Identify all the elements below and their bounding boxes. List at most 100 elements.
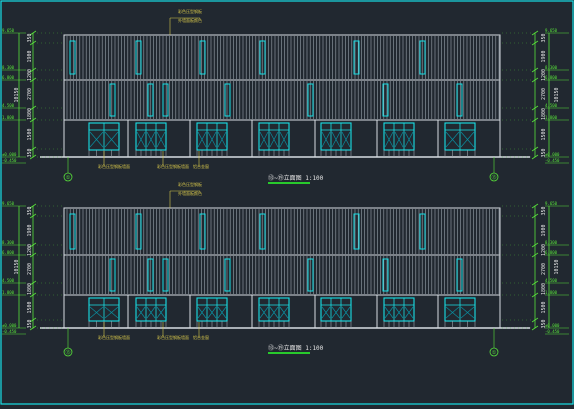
window-cross (394, 306, 404, 319)
window-cross (146, 131, 156, 148)
window-group (258, 122, 290, 157)
level-text: -0.450 (545, 158, 560, 163)
dimension-text: 1200 (541, 69, 547, 81)
dimension-text: 350 (541, 33, 547, 42)
base-wall (63, 119, 501, 158)
window-cross (207, 131, 217, 148)
window-cross (89, 131, 104, 148)
axis-circle (63, 347, 73, 357)
window-cross (445, 131, 460, 148)
window-frame (258, 122, 290, 151)
dimension-text: 350 (541, 148, 547, 157)
dimension-text: 350 (27, 319, 33, 328)
high-window (199, 213, 206, 250)
view-title-text: ⑬~⑲立面图 1:100 (268, 344, 324, 352)
level-text: ±0.000 (2, 152, 17, 157)
high-window (419, 40, 426, 75)
axis-label: ⑬ (65, 349, 70, 356)
level-text: 6.800 (2, 250, 15, 255)
window-group (196, 122, 228, 157)
total-dimension-text: 10150 (554, 87, 560, 102)
bottom-note: 彩色压型钢板墙面 (98, 322, 130, 340)
window-cross (156, 131, 166, 148)
window-group (320, 122, 352, 157)
level-text: ±0.000 (545, 152, 560, 157)
axis-label: ① (66, 175, 71, 181)
level-text: 8.300 (545, 240, 558, 245)
window-group (444, 297, 476, 328)
window-cross (341, 306, 351, 319)
high-window (259, 213, 266, 250)
window-group (258, 297, 290, 328)
level-text: -0.450 (2, 329, 17, 334)
level-text: 1.800 (545, 115, 558, 120)
dimension-text: 350 (541, 206, 547, 215)
high-window (135, 40, 142, 75)
total-dimension-text: 10150 (14, 87, 20, 102)
mid-window (307, 258, 314, 292)
window-cross (136, 306, 146, 319)
level-text: 9.650 (2, 201, 15, 206)
mid-window (109, 83, 116, 117)
dimension-text: 1800 (27, 283, 33, 295)
level-text: 4.500 (545, 103, 558, 108)
window-frame (135, 122, 167, 151)
window-frame (196, 122, 228, 151)
level-text: -0.450 (2, 158, 17, 163)
level-text: 4.500 (2, 103, 15, 108)
window-cross (321, 306, 331, 319)
window-cross (217, 131, 227, 148)
high-window (353, 213, 360, 250)
note-text: 外墙面板颜色 (178, 190, 202, 196)
dimension-text: 1800 (27, 108, 33, 120)
dimension-text: 1200 (27, 244, 33, 256)
high-window (353, 40, 360, 75)
window-cross (104, 131, 119, 148)
level-text: 9.650 (545, 201, 558, 206)
window-cross (279, 306, 289, 319)
window-cross (89, 306, 104, 319)
dimension-text: 2700 (541, 263, 547, 275)
dimension-text: 1500 (27, 128, 33, 140)
high-window (69, 40, 76, 75)
mid-window (456, 83, 463, 117)
window-cross (197, 131, 207, 148)
window-cross (460, 131, 475, 148)
high-window (69, 213, 76, 250)
window-cross (384, 131, 394, 148)
level-text: 8.300 (2, 240, 15, 245)
level-text: 8.300 (2, 65, 15, 70)
axis-bubble-left: ⑬ (63, 328, 73, 357)
dimension-text: 2700 (541, 88, 547, 100)
note-text: 彩色压型钢板 (178, 8, 202, 14)
note-text: 彩色压型钢板墙面 (98, 334, 130, 340)
mid-window (224, 258, 231, 292)
level-text: -0.450 (545, 329, 560, 334)
middle-wall-panel (63, 254, 501, 296)
dimension-text: 350 (27, 148, 33, 157)
elevation-view-1: 350 1900 1200 2700 1800 1500 350 10150 9.650 8.30… (2, 8, 569, 184)
level-text: 8.300 (545, 65, 558, 70)
window-cross (104, 306, 119, 319)
note-text: 彩色压型钢板墙面 (157, 334, 189, 340)
axis-circle (489, 172, 499, 182)
total-dimension-text: 10150 (14, 259, 20, 274)
view-title: ⑬~⑲立面图 1:100 (268, 344, 324, 354)
elevation-view-2: 350 1900 1200 2700 1800 1500 350 10150 9.650 8.30… (2, 181, 569, 357)
base-wall (63, 294, 501, 329)
mid-window (382, 83, 389, 117)
window-cross (445, 306, 460, 319)
dimension-text: 1900 (541, 224, 547, 236)
left-dimension-chain: 350 1900 1200 2700 1800 1500 350 10150 9.650 8.30… (2, 201, 64, 335)
window-group (383, 297, 415, 328)
window-frame (320, 122, 352, 151)
total-dimension-text: 10150 (554, 259, 560, 274)
window-group (135, 297, 167, 328)
mid-window (147, 258, 154, 292)
dimension-text: 1900 (541, 50, 547, 62)
level-text: 6.800 (545, 75, 558, 80)
note-text: 彩色压型钢板墙面 (98, 163, 130, 169)
